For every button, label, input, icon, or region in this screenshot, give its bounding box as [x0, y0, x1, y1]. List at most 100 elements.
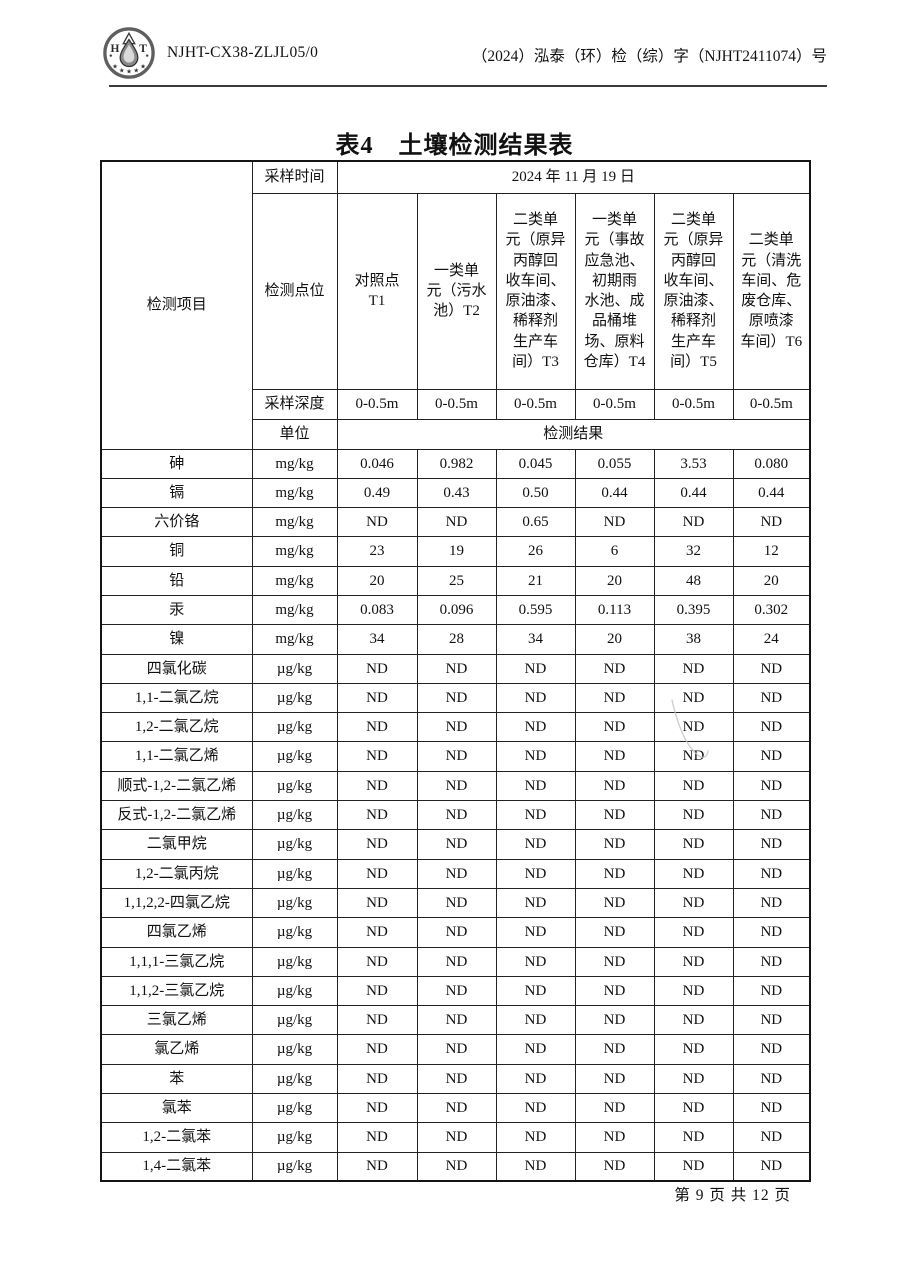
- result-cell: 0.046: [336, 448, 418, 479]
- analyte-name: 铅: [100, 565, 253, 596]
- result-cell: ND: [416, 1151, 497, 1182]
- result-cell: 28: [416, 624, 497, 655]
- table-row: 铅 mg/kg 20 25 21 20 48 20: [100, 565, 811, 596]
- result-cell: ND: [495, 1005, 576, 1036]
- result-cell: 0.44: [732, 477, 811, 509]
- result-cell: ND: [732, 946, 811, 977]
- table-row: 1,1-二氯乙烷 µg/kg ND ND ND ND ND ND: [100, 682, 811, 714]
- result-cell: ND: [495, 712, 576, 743]
- result-cell: 3.53: [653, 448, 734, 479]
- unit-cell: µg/kg: [251, 712, 338, 743]
- sample-depth-value: 0-0.5m: [495, 388, 576, 420]
- result-cell: ND: [653, 1034, 734, 1065]
- svg-text:★: ★: [119, 67, 125, 74]
- result-cell: ND: [653, 1005, 734, 1036]
- sample-time-label: 采样时间: [251, 160, 338, 194]
- result-cell: ND: [495, 1151, 576, 1182]
- result-cell: ND: [574, 887, 655, 919]
- table-row: 反式-1,2-二氯乙烯 µg/kg ND ND ND ND ND ND: [100, 800, 811, 831]
- analyte-name: 六价铬: [100, 507, 253, 538]
- result-cell: 20: [574, 624, 655, 655]
- result-cell: ND: [416, 887, 497, 919]
- result-cell: ND: [574, 1093, 655, 1124]
- result-cell: ND: [732, 741, 811, 772]
- analyte-name: 铜: [100, 536, 253, 567]
- analyte-name: 镉: [100, 477, 253, 509]
- result-cell: ND: [416, 682, 497, 714]
- header-divider: [109, 85, 827, 87]
- result-cell: ND: [416, 946, 497, 977]
- result-cell: ND: [495, 1034, 576, 1065]
- result-cell: ND: [495, 653, 576, 684]
- result-cell: ND: [495, 946, 576, 977]
- result-cell: ND: [653, 829, 734, 860]
- result-cell: ND: [336, 858, 418, 889]
- result-cell: ND: [495, 770, 576, 802]
- result-cell: ND: [732, 507, 811, 538]
- result-cell: ND: [495, 1093, 576, 1124]
- result-cell: ND: [495, 887, 576, 919]
- analyte-name: 顺式-1,2-二氯乙烯: [100, 770, 253, 802]
- result-cell: ND: [732, 858, 811, 889]
- result-cell: ND: [653, 770, 734, 802]
- result-cell: ND: [336, 946, 418, 977]
- result-cell: ND: [732, 712, 811, 743]
- result-cell: ND: [574, 770, 655, 802]
- unit-cell: µg/kg: [251, 829, 338, 860]
- result-label: 检测结果: [336, 418, 811, 450]
- result-cell: ND: [574, 1151, 655, 1182]
- result-cell: 0.113: [574, 594, 655, 626]
- result-cell: ND: [416, 712, 497, 743]
- result-cell: ND: [732, 653, 811, 684]
- result-cell: 20: [574, 565, 655, 596]
- sample-time-row: 检测项目 采样时间 2024 年 11 月 19 日: [100, 160, 811, 450]
- analyte-name: 反式-1,2-二氯乙烯: [100, 800, 253, 831]
- result-cell: ND: [732, 1005, 811, 1036]
- result-cell: 20: [732, 565, 811, 596]
- table-row: 1,1,1-三氯乙烷 µg/kg ND ND ND ND ND ND: [100, 946, 811, 977]
- result-cell: 0.49: [336, 477, 418, 509]
- unit-cell: µg/kg: [251, 1063, 338, 1095]
- sampling-point-header: 二类单 元（清洗 车间、危 废仓库、 原喷漆 车间）T6: [732, 192, 811, 390]
- unit-cell: µg/kg: [251, 770, 338, 802]
- analyte-name: 1,1-二氯乙烯: [100, 741, 253, 772]
- table-row: 1,1,2-三氯乙烷 µg/kg ND ND ND ND ND ND: [100, 975, 811, 1007]
- result-cell: ND: [574, 917, 655, 948]
- result-cell: ND: [416, 829, 497, 860]
- doc-code: NJHT-CX38-ZLJL05/0: [167, 44, 319, 61]
- result-cell: ND: [336, 1034, 418, 1065]
- analyte-name: 三氯乙烯: [100, 1005, 253, 1036]
- result-cell: ND: [574, 741, 655, 772]
- unit-cell: µg/kg: [251, 887, 338, 919]
- result-cell: ND: [336, 829, 418, 860]
- result-cell: 0.055: [574, 448, 655, 479]
- sample-depth-value: 0-0.5m: [416, 388, 497, 420]
- result-cell: ND: [495, 741, 576, 772]
- result-cell: ND: [574, 1122, 655, 1153]
- table-row: 氯苯 µg/kg ND ND ND ND ND ND: [100, 1093, 811, 1124]
- analyte-name: 1,1,1-三氯乙烷: [100, 946, 253, 977]
- result-cell: 12: [732, 536, 811, 567]
- result-cell: ND: [416, 653, 497, 684]
- result-cell: ND: [336, 800, 418, 831]
- result-cell: ND: [336, 507, 418, 538]
- result-cell: ND: [336, 1005, 418, 1036]
- result-cell: ND: [653, 946, 734, 977]
- result-cell: ND: [653, 653, 734, 684]
- result-cell: ND: [653, 887, 734, 919]
- result-cell: ND: [416, 800, 497, 831]
- table-row: 三氯乙烯 µg/kg ND ND ND ND ND ND: [100, 1005, 811, 1036]
- result-cell: ND: [732, 1063, 811, 1095]
- result-cell: ND: [732, 1093, 811, 1124]
- result-cell: 0.50: [495, 477, 576, 509]
- result-cell: 20: [336, 565, 418, 596]
- unit-cell: µg/kg: [251, 1005, 338, 1036]
- result-cell: ND: [732, 800, 811, 831]
- result-cell: 38: [653, 624, 734, 655]
- result-cell: ND: [574, 946, 655, 977]
- result-cell: 21: [495, 565, 576, 596]
- result-cell: ND: [495, 1063, 576, 1095]
- sampling-points-row: 检测点位 对照点 T1 一类单 元（污水 池）T2 二类单 元（原异 丙醇回 收车间…: [101, 192, 811, 390]
- page-number: 第 9 页 共 12 页: [674, 1187, 791, 1204]
- result-cell: 25: [416, 565, 497, 596]
